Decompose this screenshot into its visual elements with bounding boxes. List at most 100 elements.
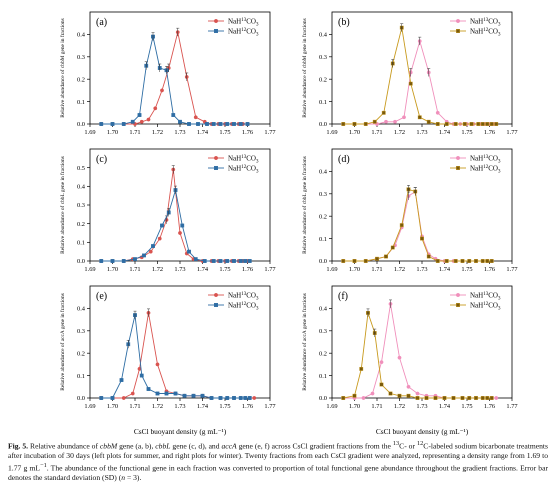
series-line — [101, 32, 248, 125]
data-point — [155, 362, 160, 367]
legend-label: NaH13CO3 — [228, 154, 259, 164]
y-tick-label: 0.5 — [77, 165, 85, 172]
x-tick-label: 1.72 — [152, 403, 163, 410]
legend-label-part: CO — [246, 164, 256, 172]
x-tick-label: 1.75 — [219, 266, 230, 273]
data-point — [247, 396, 252, 400]
series-line — [101, 312, 255, 399]
data-point — [130, 119, 135, 124]
x-axis-label-left: CsCl buoyant density (g mL⁻¹) — [134, 427, 227, 436]
data-point — [384, 119, 388, 124]
legend-label-sup: 12 — [241, 165, 247, 170]
data-point — [467, 259, 472, 263]
data-point — [480, 259, 485, 263]
x-tick-label: 1.73 — [416, 266, 427, 273]
caption-gene-acca: accA — [221, 441, 237, 451]
data-point — [171, 113, 176, 117]
x-tick-label: 1.74 — [439, 266, 451, 273]
data-point — [372, 119, 377, 124]
data-point — [444, 122, 449, 126]
data-point — [393, 119, 397, 124]
legend-label-sub: 3 — [498, 22, 501, 27]
x-tick-label: 1.76 — [242, 266, 253, 273]
legend-label-part: NaH — [228, 17, 241, 25]
legend-marker — [213, 155, 218, 160]
legend-label-sub: 3 — [498, 32, 501, 37]
data-point — [381, 110, 386, 115]
data-point — [442, 396, 447, 400]
legend-label-part: CO — [488, 164, 498, 172]
legend-label-sup: 12 — [483, 165, 489, 170]
data-point — [130, 391, 135, 396]
data-point — [238, 122, 243, 126]
data-point — [148, 249, 153, 254]
legend-label: NaH12CO3 — [470, 164, 501, 174]
caption-superscript: 12 — [416, 440, 424, 447]
y-tick-label: 0.4 — [77, 32, 86, 39]
data-point — [99, 396, 104, 400]
data-point — [489, 396, 494, 400]
data-point — [420, 236, 424, 241]
data-point — [209, 396, 214, 400]
y-tick-label: 0.0 — [77, 258, 85, 265]
y-tick-label: 0.1 — [319, 99, 327, 106]
x-tick-label: 1.76 — [484, 266, 495, 273]
caption-text: . The abundance of the functional gene i… — [8, 463, 548, 482]
data-point — [426, 119, 431, 124]
data-point — [119, 378, 124, 382]
y-axis-label: Relative abundance of accA gene in fract… — [59, 293, 66, 391]
x-tick-label: 1.74 — [197, 129, 209, 136]
data-point — [187, 122, 191, 126]
legend-label: NaH13CO3 — [470, 17, 501, 27]
data-point — [173, 391, 178, 396]
y-tick-label: 0.4 — [319, 306, 328, 313]
data-point — [232, 122, 236, 126]
data-point — [408, 81, 413, 86]
caption-text: gene (c, d), and — [170, 441, 222, 451]
legend-label: NaH13CO3 — [470, 291, 501, 301]
data-point — [99, 259, 104, 263]
data-point — [196, 122, 200, 126]
panel-label: (f) — [338, 291, 348, 302]
x-tick-label: 1.71 — [371, 403, 382, 410]
legend-label-sup: 13 — [483, 18, 489, 23]
x-tick-label: 1.73 — [174, 266, 185, 273]
legend-label-sub: 3 — [256, 306, 259, 311]
data-point — [433, 396, 438, 400]
x-tick-label: 1.73 — [174, 129, 185, 136]
x-tick-label: 1.70 — [107, 403, 118, 410]
x-tick-label: 1.71 — [129, 266, 140, 273]
x-tick-label: 1.77 — [506, 266, 518, 273]
data-point — [460, 259, 465, 263]
x-tick-label: 1.73 — [174, 403, 185, 410]
data-point — [415, 396, 420, 400]
x-tick-label: 1.70 — [349, 403, 360, 410]
x-tick-label: 1.76 — [484, 403, 495, 410]
data-point — [435, 122, 440, 126]
x-tick-label: 1.75 — [219, 129, 230, 136]
legend-label-sup: 13 — [241, 155, 247, 160]
legend-marker — [213, 165, 218, 170]
y-tick-label: 0.3 — [77, 328, 85, 335]
x-tick-label: 1.75 — [461, 403, 472, 410]
x-tick-label: 1.73 — [416, 129, 427, 136]
panel-a: 1.69 1.70 1.71 1.72 1.73 1.74 1.75 1.76 1.77 0.0 0… — [59, 11, 276, 136]
legend-label-sub: 3 — [498, 306, 501, 311]
data-point — [232, 259, 236, 263]
y-tick-label: 0.3 — [77, 54, 85, 61]
legend-label-sup: 13 — [241, 292, 247, 297]
x-tick-label: 1.70 — [349, 266, 360, 273]
data-point — [121, 259, 126, 263]
y-axis-label: Relative abundance of cbbM gene in fract… — [59, 18, 66, 117]
legend-label-sub: 3 — [256, 22, 259, 27]
y-tick-label: 0.0 — [319, 258, 327, 265]
data-point — [480, 396, 485, 400]
x-tick-label: 1.71 — [129, 129, 140, 136]
legend-label-part: CO — [246, 301, 256, 309]
data-point — [155, 391, 160, 396]
legend-label-part: NaH — [470, 164, 483, 172]
data-point — [485, 122, 490, 126]
data-point — [139, 119, 144, 124]
y-tick-label: 0.3 — [319, 328, 327, 335]
legend-label-sup: 12 — [483, 28, 489, 33]
